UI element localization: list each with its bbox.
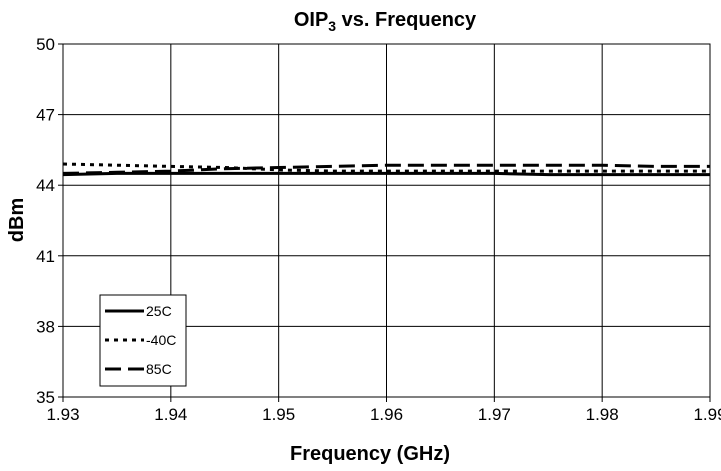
x-tick-label: 1.95 [262,405,295,424]
y-tick-label: 41 [36,247,55,266]
chart-title-rest: vs. Frequency [336,9,477,31]
chart-title-subscript: 3 [328,18,336,34]
y-tick-label: 50 [36,35,55,54]
y-tick-label: 35 [36,388,55,407]
x-tick-label: 1.99 [693,405,721,424]
legend-label: 85C [146,361,172,377]
y-tick-label: 44 [36,176,55,195]
legend-label: 25C [146,303,172,319]
chart-title-main: OIP [294,9,328,31]
y-tick-label: 38 [36,317,55,336]
series-line-85c [62,163,710,175]
x-tick-label: 1.94 [154,405,187,424]
x-tick-label: 1.98 [586,405,619,424]
series-line-25c [62,171,710,177]
x-tick-label: 1.97 [478,405,511,424]
x-tick-label: 1.96 [370,405,403,424]
y-tick-label: 47 [36,106,55,125]
y-axis-title: dBm [6,198,28,242]
x-tick-label: 1.93 [46,405,79,424]
plot-area: 1.93 1.94 1.95 1.96 1.97 1.98 1.99 35 38 41 44 47 50… [36,35,721,424]
legend-label: -40C [146,332,176,348]
x-axis-title: Frequency (GHz) [290,443,450,465]
chart-title: OIP3 vs. Frequency [294,9,477,34]
